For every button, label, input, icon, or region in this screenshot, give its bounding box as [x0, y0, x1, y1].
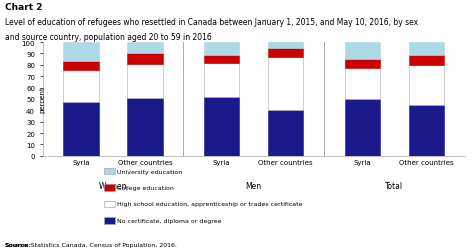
Bar: [409, 105, 444, 156]
Text: Level of education of refugees who resettled in Canada between January 1, 2015, : Level of education of refugees who reset…: [5, 18, 418, 27]
Bar: [128, 43, 163, 54]
Bar: [268, 48, 303, 57]
Bar: [345, 60, 380, 69]
Text: Total: Total: [385, 181, 403, 190]
Text: No certificate, diploma or degree: No certificate, diploma or degree: [117, 218, 222, 223]
Text: Men: Men: [246, 181, 262, 190]
Text: and source country, population aged 20 to 59 in 2016: and source country, population aged 20 t…: [5, 33, 211, 42]
Bar: [64, 43, 99, 62]
Bar: [64, 71, 99, 103]
Bar: [204, 55, 239, 63]
Bar: [345, 100, 380, 156]
Bar: [268, 57, 303, 111]
Bar: [268, 111, 303, 156]
Text: percent: percent: [40, 86, 46, 113]
Bar: [409, 55, 444, 66]
Bar: [204, 97, 239, 156]
Text: Women: Women: [99, 181, 127, 190]
Bar: [204, 63, 239, 97]
Bar: [345, 69, 380, 100]
Bar: [345, 43, 380, 60]
Text: High school education, apprenticeship or trades certificate: High school education, apprenticeship or…: [117, 202, 303, 207]
Text: Source:: Source:: [5, 242, 32, 247]
Bar: [64, 103, 99, 156]
Text: Source: Statistics Canada, Census of Population, 2016.: Source: Statistics Canada, Census of Pop…: [5, 242, 177, 247]
Bar: [128, 54, 163, 64]
Text: Chart 2: Chart 2: [5, 3, 42, 12]
Text: College education: College education: [117, 185, 174, 190]
Bar: [128, 98, 163, 156]
Text: University education: University education: [117, 169, 182, 174]
Bar: [409, 43, 444, 55]
Bar: [64, 62, 99, 71]
Bar: [204, 43, 239, 55]
Bar: [268, 35, 303, 48]
Bar: [128, 64, 163, 98]
Bar: [409, 66, 444, 105]
